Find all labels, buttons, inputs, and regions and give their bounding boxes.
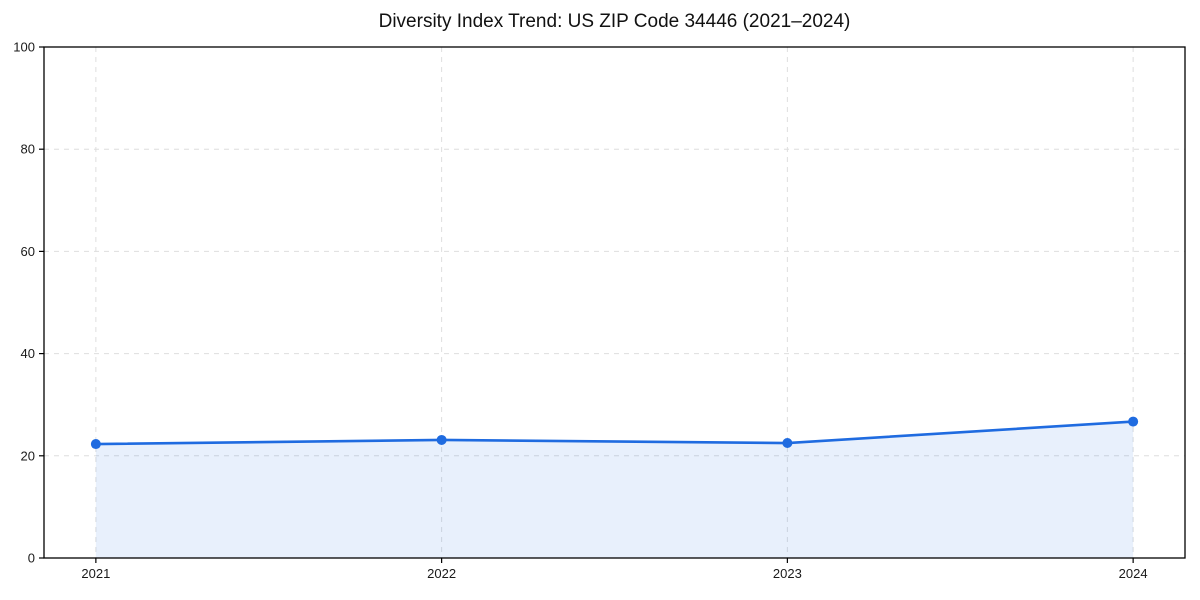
area-fill (95, 421, 1134, 558)
x-tick-label: 2023 (773, 566, 802, 581)
y-tick-label: 60 (21, 244, 35, 259)
data-point (782, 438, 793, 449)
trend-line (94, 420, 1135, 446)
plot-border (43, 46, 1186, 559)
x-tick-label: 2024 (1119, 566, 1148, 581)
y-tick-label: 40 (21, 346, 35, 361)
x-tick-label: 2021 (81, 566, 110, 581)
data-point (90, 439, 101, 450)
y-tick-label: 80 (21, 142, 35, 157)
data-point (436, 434, 447, 445)
chart-title: Diversity Index Trend: US ZIP Code 34446… (378, 11, 851, 32)
y-tick-label: 0 (28, 551, 35, 566)
x-tick-label: 2022 (427, 566, 456, 581)
y-tick-label: 100 (13, 40, 35, 55)
y-tick-label: 20 (21, 448, 35, 463)
data-point (1128, 416, 1139, 427)
